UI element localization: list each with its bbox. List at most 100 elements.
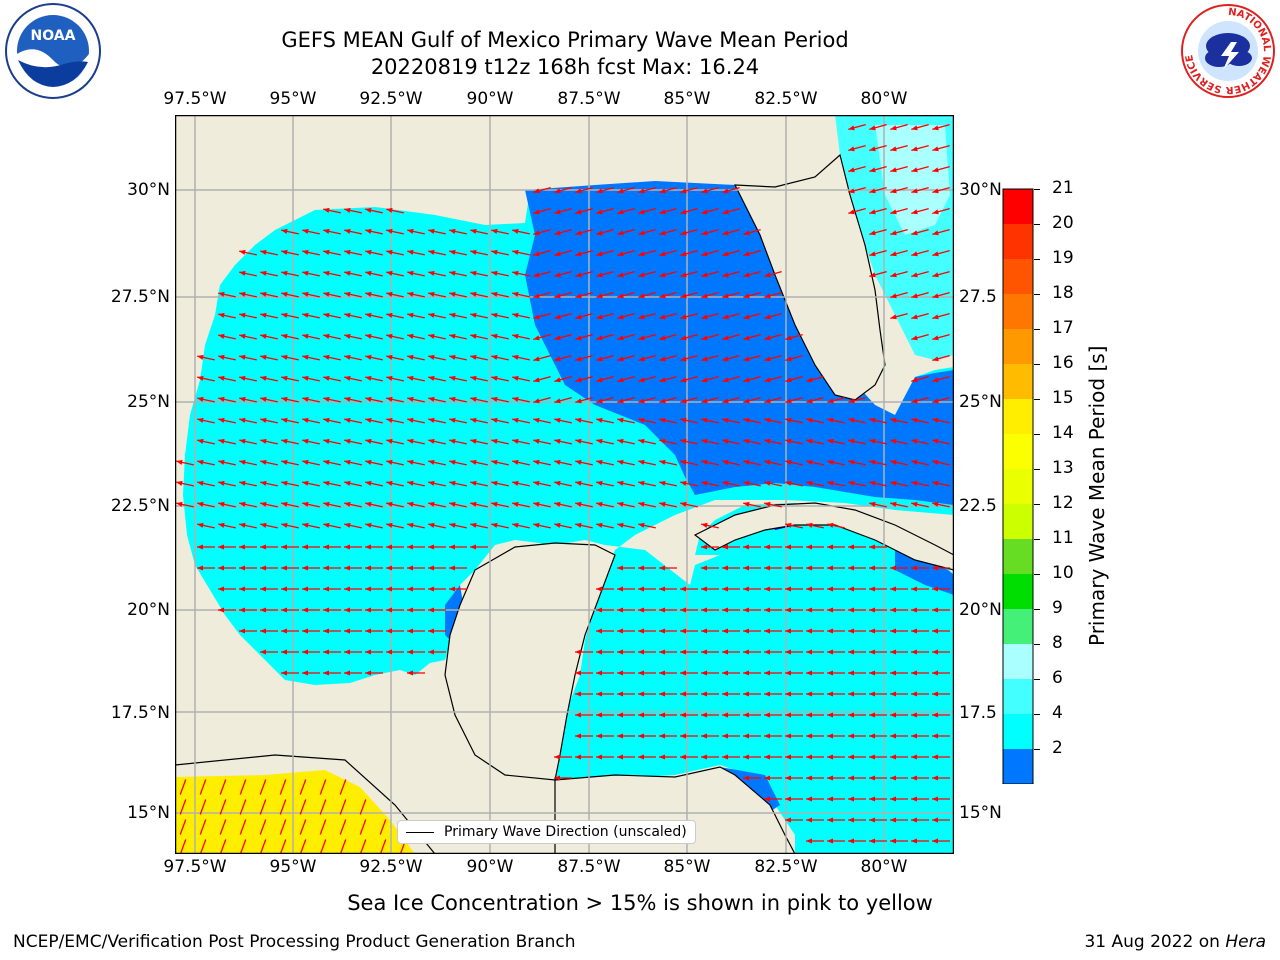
wave-arrow-head [596,712,602,718]
wave-arrow-head [596,251,603,257]
wave-arrow-head [365,670,371,676]
wave-arrow-head [701,480,708,486]
wave-arrow-head [806,796,812,802]
wave-arrow [339,839,347,854]
wave-arrow-head [806,817,812,823]
wave-arrow-head [680,251,687,257]
wave-arrow-head [785,670,791,676]
wave-arrow-head [659,293,666,299]
colorbar-tick [1034,224,1040,225]
wave-arrow-head [428,480,435,486]
wave-arrow-head [806,712,812,718]
wave-arrow-head [512,417,519,423]
wave-arrow [179,799,187,815]
wave-arrow-head [701,377,708,383]
wave-arrow-head [932,817,938,823]
colorbar-tick-label: 11 [1052,528,1074,548]
wave-arrow-head [869,438,876,444]
wave-arrow-head [218,522,225,528]
wave-arrow-head [617,377,624,383]
wave-arrow-head [911,691,917,697]
wave-arrow-head [470,270,477,276]
wave-arrow-head [260,312,267,318]
wave-arrow-head [386,396,393,402]
wave-arrow-head [932,565,938,571]
wave-arrow [319,799,327,815]
lon-tick-bottom: 85°W [663,857,711,877]
wave-arrow-head [827,607,833,613]
wave-arrow-head [764,775,770,781]
wave-arrow-head [344,354,351,360]
wave-arrow-head [680,607,686,613]
wave-arrow-head [659,272,666,278]
wave-arrow-head [638,649,644,655]
wave-arrow-head [806,480,813,486]
wave-arrow-head [743,356,750,362]
wave-arrow-head [890,565,896,571]
wave-arrow-head [827,398,834,404]
wave-arrow-head [239,565,245,571]
wave-arrow-head [218,438,225,444]
wave-arrow-head [932,733,938,739]
wave-arrow-head [575,209,582,215]
wave-arrow-head [323,249,330,255]
wave-arrow-head [281,249,288,255]
wave-arrow-head [890,272,897,278]
wave-arrow-head [890,459,897,465]
colorbar-segment [1003,329,1033,364]
wave-arrow-head [470,438,477,444]
wave-arrow-head [554,417,561,423]
wave-arrow-head [911,670,917,676]
wave-arrow-head [764,335,771,341]
wave-arrow-head [575,335,582,341]
wave-arrow-head [449,501,456,507]
wave-arrow [239,779,247,795]
wave-arrow-head [722,480,729,486]
wave-arrow-head [197,375,204,381]
wave-arrow-head [785,796,791,802]
cuba-land [693,502,954,571]
wave-arrow-head [239,586,245,592]
wave-arrow-head [680,335,687,341]
footer-date: 31 Aug 2022 on Hera [1084,932,1266,952]
wave-arrow-head [428,438,435,444]
wave-arrow-head [344,522,351,528]
wave-arrow-head [218,417,225,423]
wave-arrow-head [281,438,288,444]
wave-arrow-head [512,501,519,507]
wave-arrow-head [596,733,602,739]
wave-arrow-head [512,522,519,528]
wave-arrow-head [785,754,791,760]
wave-arrow-head [806,522,813,528]
wave-arrow-head [554,230,561,236]
wave-arrow-head [197,480,204,486]
wave-arrow-head [281,480,288,486]
wave-arrow [239,819,247,835]
wave-arrow-head [323,522,330,528]
wave-arrow-head [365,312,372,318]
wave-arrow-head [365,333,372,339]
wave-arrow-head [386,649,392,655]
wave-arrow-head [848,146,855,152]
wave-arrow-head [869,272,876,278]
wave-arrow-head [638,586,644,592]
wave-arrow-head [575,314,582,320]
wave-arrow-head [617,251,624,257]
lat-tick-left: 22.5°N [110,496,170,516]
wave-arrow-head [197,522,204,528]
wave-arrow-head [197,565,203,571]
wave-arrow [379,819,387,835]
wave-arrow-head [260,586,266,592]
lat-tick-right: 15°N [959,803,1002,823]
wave-arrow-head [869,628,875,634]
wave-arrow-head [596,188,603,194]
wave-arrow-head [680,230,687,236]
wave-arrow-head [722,586,728,592]
wave-arrow-head [806,628,812,634]
wave-arrow-head [932,188,939,194]
wave-arrow-head [680,438,687,444]
low-period-region [525,181,954,505]
wave-arrow-head [890,417,897,423]
wave-arrow-head [407,480,414,486]
colorbar-tick [1034,714,1040,715]
